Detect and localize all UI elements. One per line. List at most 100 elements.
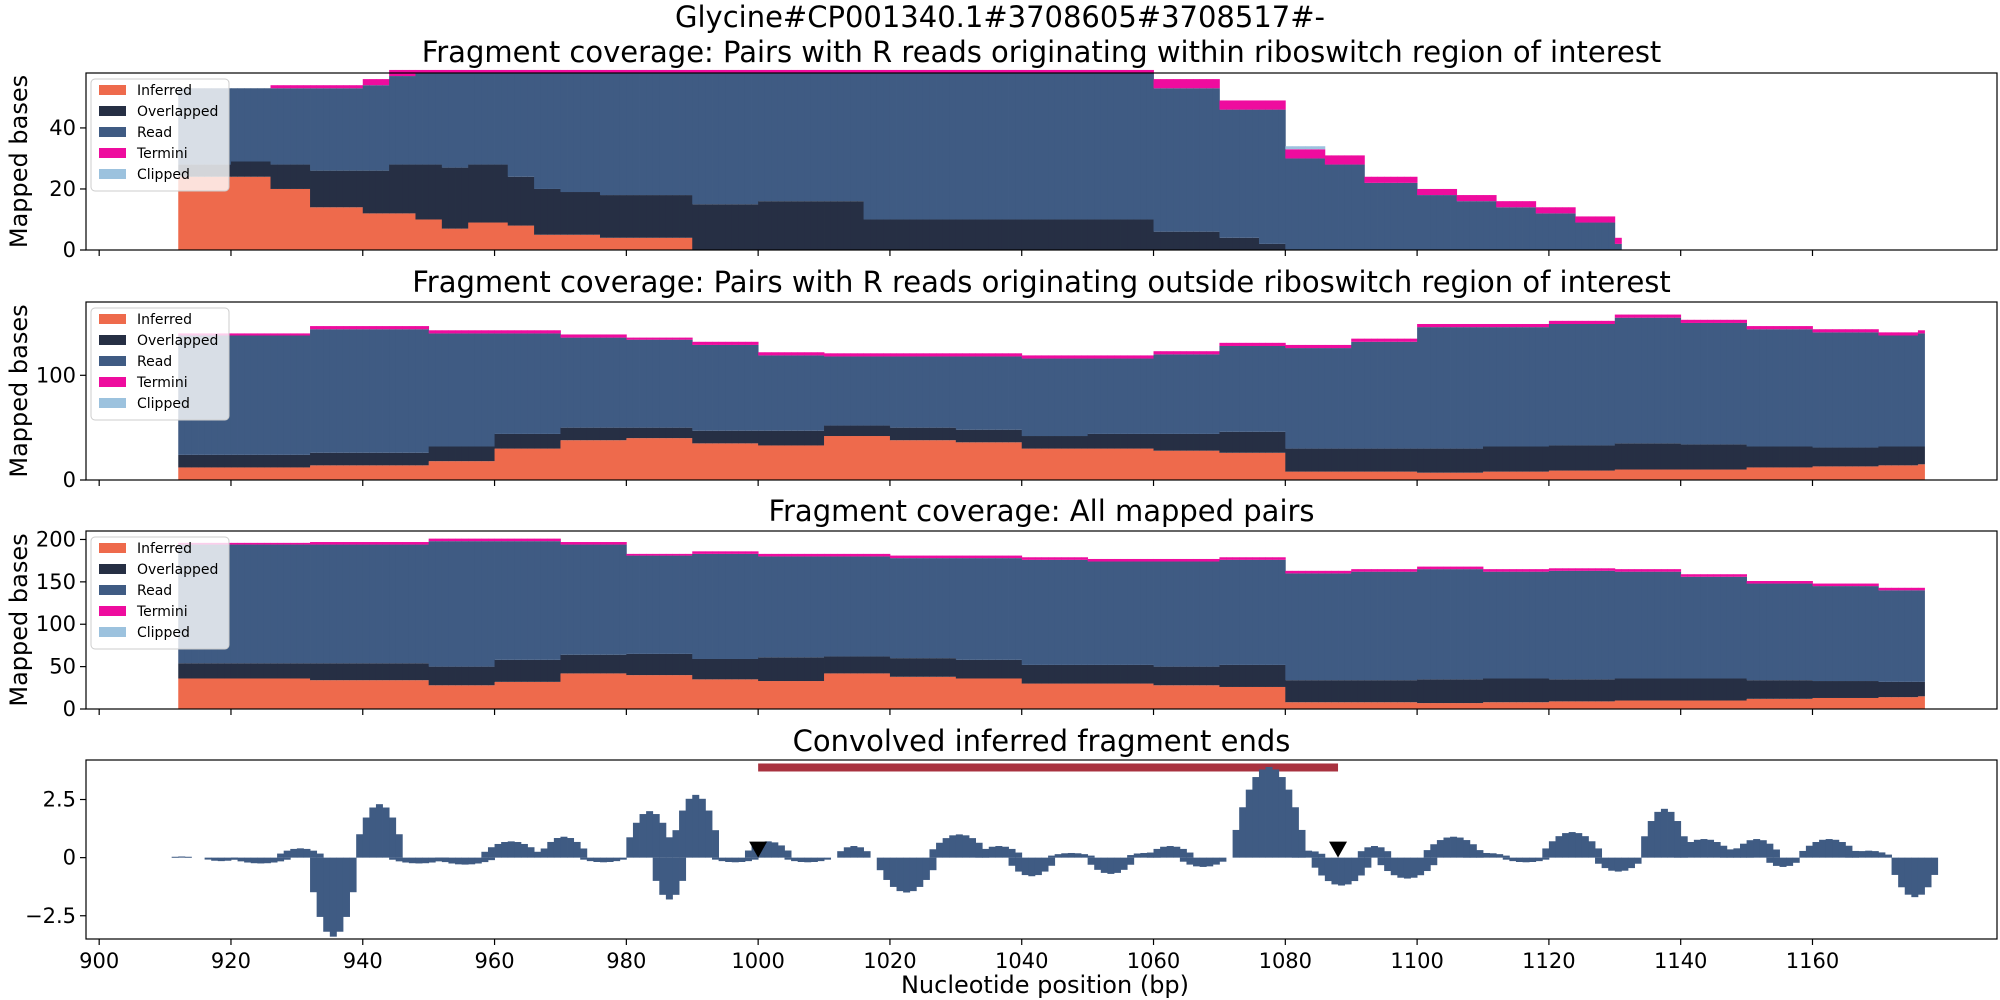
coverage-termini-bar [1595,216,1603,223]
coverage-read-bar [1344,348,1352,449]
coverage-read-bar [830,356,838,426]
coverage-overlapped-bar [184,663,192,679]
coverage-read-bar [1707,576,1715,679]
coverage-termini-bar [896,69,904,73]
coverage-read-bar [606,73,614,196]
coverage-read-bar [1726,322,1734,445]
convolved-bar [797,857,805,862]
coverage-read-bar [1305,573,1313,681]
coverage-termini-bar [1351,155,1359,165]
coverage-read-bar [1067,358,1075,437]
coverage-inferred-bar [665,675,673,709]
coverage-read-bar [784,73,792,202]
coverage-read-bar [1107,73,1115,220]
coverage-termini-bar [1272,557,1280,560]
convolved-bar [1041,857,1049,872]
coverage-termini-bar [1160,351,1168,355]
coverage-overlapped-bar [995,659,1003,679]
coverage-overlapped-bar [1193,231,1201,250]
coverage-read-bar [494,333,502,434]
coverage-termini-bar [988,555,996,559]
coverage-overlapped-bar [1707,444,1715,470]
coverage-read-bar [435,73,443,165]
y-tick-label: 150 [36,570,76,594]
coverage-inferred-bar [507,448,515,480]
coverage-read-bar [685,73,693,196]
coverage-inferred-bar [1166,450,1174,480]
coverage-overlapped-bar [824,425,832,437]
coverage-overlapped-bar [211,663,219,679]
convolved-bar [1199,857,1207,867]
convolved-bar [916,857,924,887]
coverage-read-bar [1074,73,1082,220]
coverage-inferred-bar [1364,702,1372,709]
coverage-inferred-bar [883,673,891,709]
coverage-overlapped-bar [1252,237,1260,250]
coverage-inferred-bar [797,681,805,709]
legend-label-overlapped: Overlapped [137,333,218,349]
convolved-bar [1740,843,1747,858]
convolved-bar [1562,833,1570,858]
coverage-termini-bar [1680,574,1688,577]
coverage-overlapped-bar [856,425,864,437]
coverage-overlapped-bar [1318,680,1326,703]
coverage-inferred-bar [1377,702,1385,709]
coverage-read-bar [1199,88,1207,232]
coverage-inferred-bar [329,207,337,250]
coverage-inferred-bar [1917,464,1925,480]
coverage-read-bar [843,73,851,202]
coverage-inferred-bar [830,436,838,480]
coverage-overlapped-bar [1265,431,1273,453]
convolved-bar [962,835,970,858]
convolved-bar [1726,849,1734,858]
coverage-inferred-bar [1226,452,1233,480]
coverage-inferred-bar [547,448,555,480]
legend-swatch-clipped [99,169,126,179]
coverage-termini-bar [1483,323,1490,328]
coverage-overlapped-bar [1423,679,1431,704]
coverage-read-bar [448,541,456,667]
coverage-termini-bar [791,69,799,73]
y-tick-label: 0 [63,468,76,492]
coverage-overlapped-bar [1153,231,1161,250]
coverage-termini-bar [1001,353,1009,357]
coverage-termini-bar [837,69,845,73]
coverage-read-bar [1403,341,1411,449]
coverage-inferred-bar [1351,702,1359,709]
coverage-termini-bar [1324,155,1332,165]
coverage-read-bar [1120,358,1128,434]
coverage-overlapped-bar [672,195,680,238]
coverage-read-bar [1146,73,1154,220]
coverage-termini-bar [1232,100,1240,110]
coverage-read-bar [1021,559,1029,665]
coverage-read-bar [1529,207,1537,250]
coverage-inferred-bar [461,228,469,250]
coverage-termini-bar [263,333,271,336]
coverage-termini-bar [573,542,581,545]
convolved-bar [375,804,383,858]
coverage-read-bar [1133,73,1141,220]
convolved-bar [744,850,752,858]
coverage-inferred-bar [1384,471,1392,480]
coverage-overlapped-bar [1884,446,1892,466]
coverage-termini-bar [1344,155,1352,165]
coverage-read-bar [1430,327,1438,449]
coverage-inferred-bar [889,676,897,709]
convolved-bar [1285,789,1293,858]
coverage-read-bar [883,556,891,657]
coverage-termini-bar [1456,323,1464,328]
coverage-overlapped-bar [534,659,542,682]
coverage-termini-bar [1087,355,1095,359]
coverage-read-bar [1324,348,1332,449]
coverage-overlapped-bar [487,666,495,686]
convolved-bar [1081,854,1089,858]
coverage-termini-bar [1173,79,1181,89]
coverage-overlapped-bar [1015,659,1023,679]
coverage-overlapped-bar [468,164,476,223]
coverage-termini-bar [883,69,891,73]
coverage-inferred-bar [408,465,416,480]
coverage-overlapped-bar [1805,680,1813,699]
coverage-overlapped-bar [837,656,845,674]
coverage-inferred-bar [817,681,825,709]
coverage-overlapped-bar [1871,447,1879,467]
